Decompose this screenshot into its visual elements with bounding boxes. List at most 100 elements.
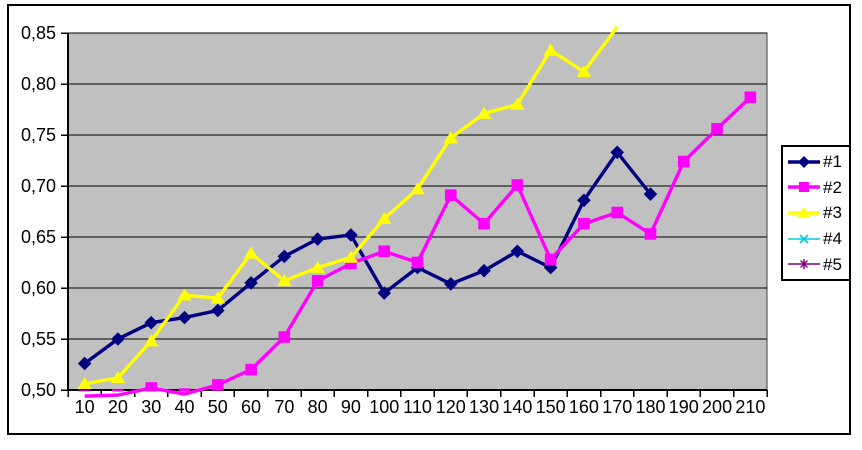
legend-key-x-icon [788,234,820,244]
series-2-marker [145,382,158,392]
series-1-marker [577,193,591,208]
legend-item-label: #2 [823,177,842,197]
x-axis-label: 140 [502,397,532,417]
series-1-marker [443,277,458,291]
x-axis-label: 100 [369,397,399,417]
series-3-marker [410,182,425,195]
series-3-marker [143,334,159,347]
series-2 [78,91,757,398]
series-3-marker [376,211,392,224]
series-3-marker [543,43,558,56]
legend-item-2: #2 [787,179,849,196]
x-axis-label: 180 [635,397,665,417]
series-3-marker [476,106,492,119]
x-axis-label: 50 [208,397,228,417]
series-3-marker [243,246,259,259]
x-axis-label: 130 [469,397,499,417]
series-1-marker [377,286,392,300]
x-axis-label: 90 [341,397,361,417]
series-3-marker [177,288,192,301]
series-2-marker [478,217,490,230]
y-axis-label: 0,65 [21,227,56,247]
series-3-marker [443,131,459,144]
y-axis-label: 0,80 [21,74,56,94]
y-axis-label: 0,85 [21,23,56,43]
series-1-marker [244,276,258,290]
series-2-marker [677,155,690,168]
series-3-marker [576,64,592,78]
x-axis-label: 160 [569,397,599,417]
legend: #1 #2 #3 #4 #5 [781,145,851,281]
legend-item-label: #1 [823,152,842,172]
legend-item-3: #3 [787,204,849,221]
series-2-markers [78,91,757,392]
series-2-marker [578,217,590,230]
x-axis-label: 120 [436,397,466,417]
series-1-marker [610,145,625,160]
legend-key-diamond-icon [788,155,820,168]
x-axis-label: 200 [702,397,732,417]
legend-key-marker [800,260,808,269]
series-3-marker [510,97,525,110]
y-axis-label: 0,70 [21,176,56,196]
series-2-marker [345,257,357,270]
y-axis-label: 0,60 [21,278,56,298]
series-3-marker [110,370,126,384]
series-2-marker [744,91,757,104]
legend-key-marker [799,182,809,193]
y-axis-label: 0,50 [21,380,56,400]
series-2-marker [278,331,291,343]
series-2-marker [245,363,257,376]
x-axis-label: 190 [669,397,699,417]
x-axis-label: 40 [174,397,194,417]
plot-area [67,32,768,391]
x-axis-label: 210 [735,397,765,417]
legend-key-marker [797,206,811,218]
legend-item-4: #4 [787,230,849,247]
series-1-marker [277,249,292,264]
legend-item-5: #5 [787,256,849,273]
x-axis-label: 60 [241,397,261,417]
series-1-marker [643,187,658,201]
series-2-marker [178,388,191,392]
x-axis-label: 20 [108,397,128,417]
series-1-marker [510,244,525,259]
legend-key-marker [798,155,810,168]
series-2-marker [211,379,224,391]
x-axis-label: 70 [274,397,294,417]
series-2-marker [544,253,557,266]
series-2-marker [411,256,424,269]
series-2-marker [311,275,324,287]
legend-key-star-icon [788,259,820,270]
x-axis-label: 10 [75,397,95,417]
series-3-markers [77,43,592,390]
series-1-marker [177,310,192,325]
series-3-marker [277,274,292,287]
series-1-marker [210,303,225,318]
legend-key-square-icon [788,182,820,193]
series-2-marker [78,390,91,392]
series-2-marker [444,189,457,201]
series-2-marker [511,179,524,191]
x-axis-label: 80 [308,397,328,417]
series-3-marker [210,291,226,304]
series-1-marker [310,232,325,246]
legend-item-label: #5 [823,254,842,274]
legend-item-label: #4 [823,229,842,249]
x-axis-label: 170 [602,397,632,417]
series-1-marker [344,228,358,242]
legend-key-triangle-icon [788,206,820,218]
series-2-marker [378,245,391,258]
x-axis-label: 30 [141,397,161,417]
x-axis-label: 110 [403,397,432,417]
series-1-marker [111,332,125,346]
legend-item-label: #3 [823,203,842,223]
series-2-marker [711,123,723,135]
series-1-marker [144,315,159,330]
series-3-marker [343,250,359,263]
series-3-marker [77,377,92,390]
series-2-marker [611,206,624,219]
y-axis-label: 0,75 [21,125,56,145]
